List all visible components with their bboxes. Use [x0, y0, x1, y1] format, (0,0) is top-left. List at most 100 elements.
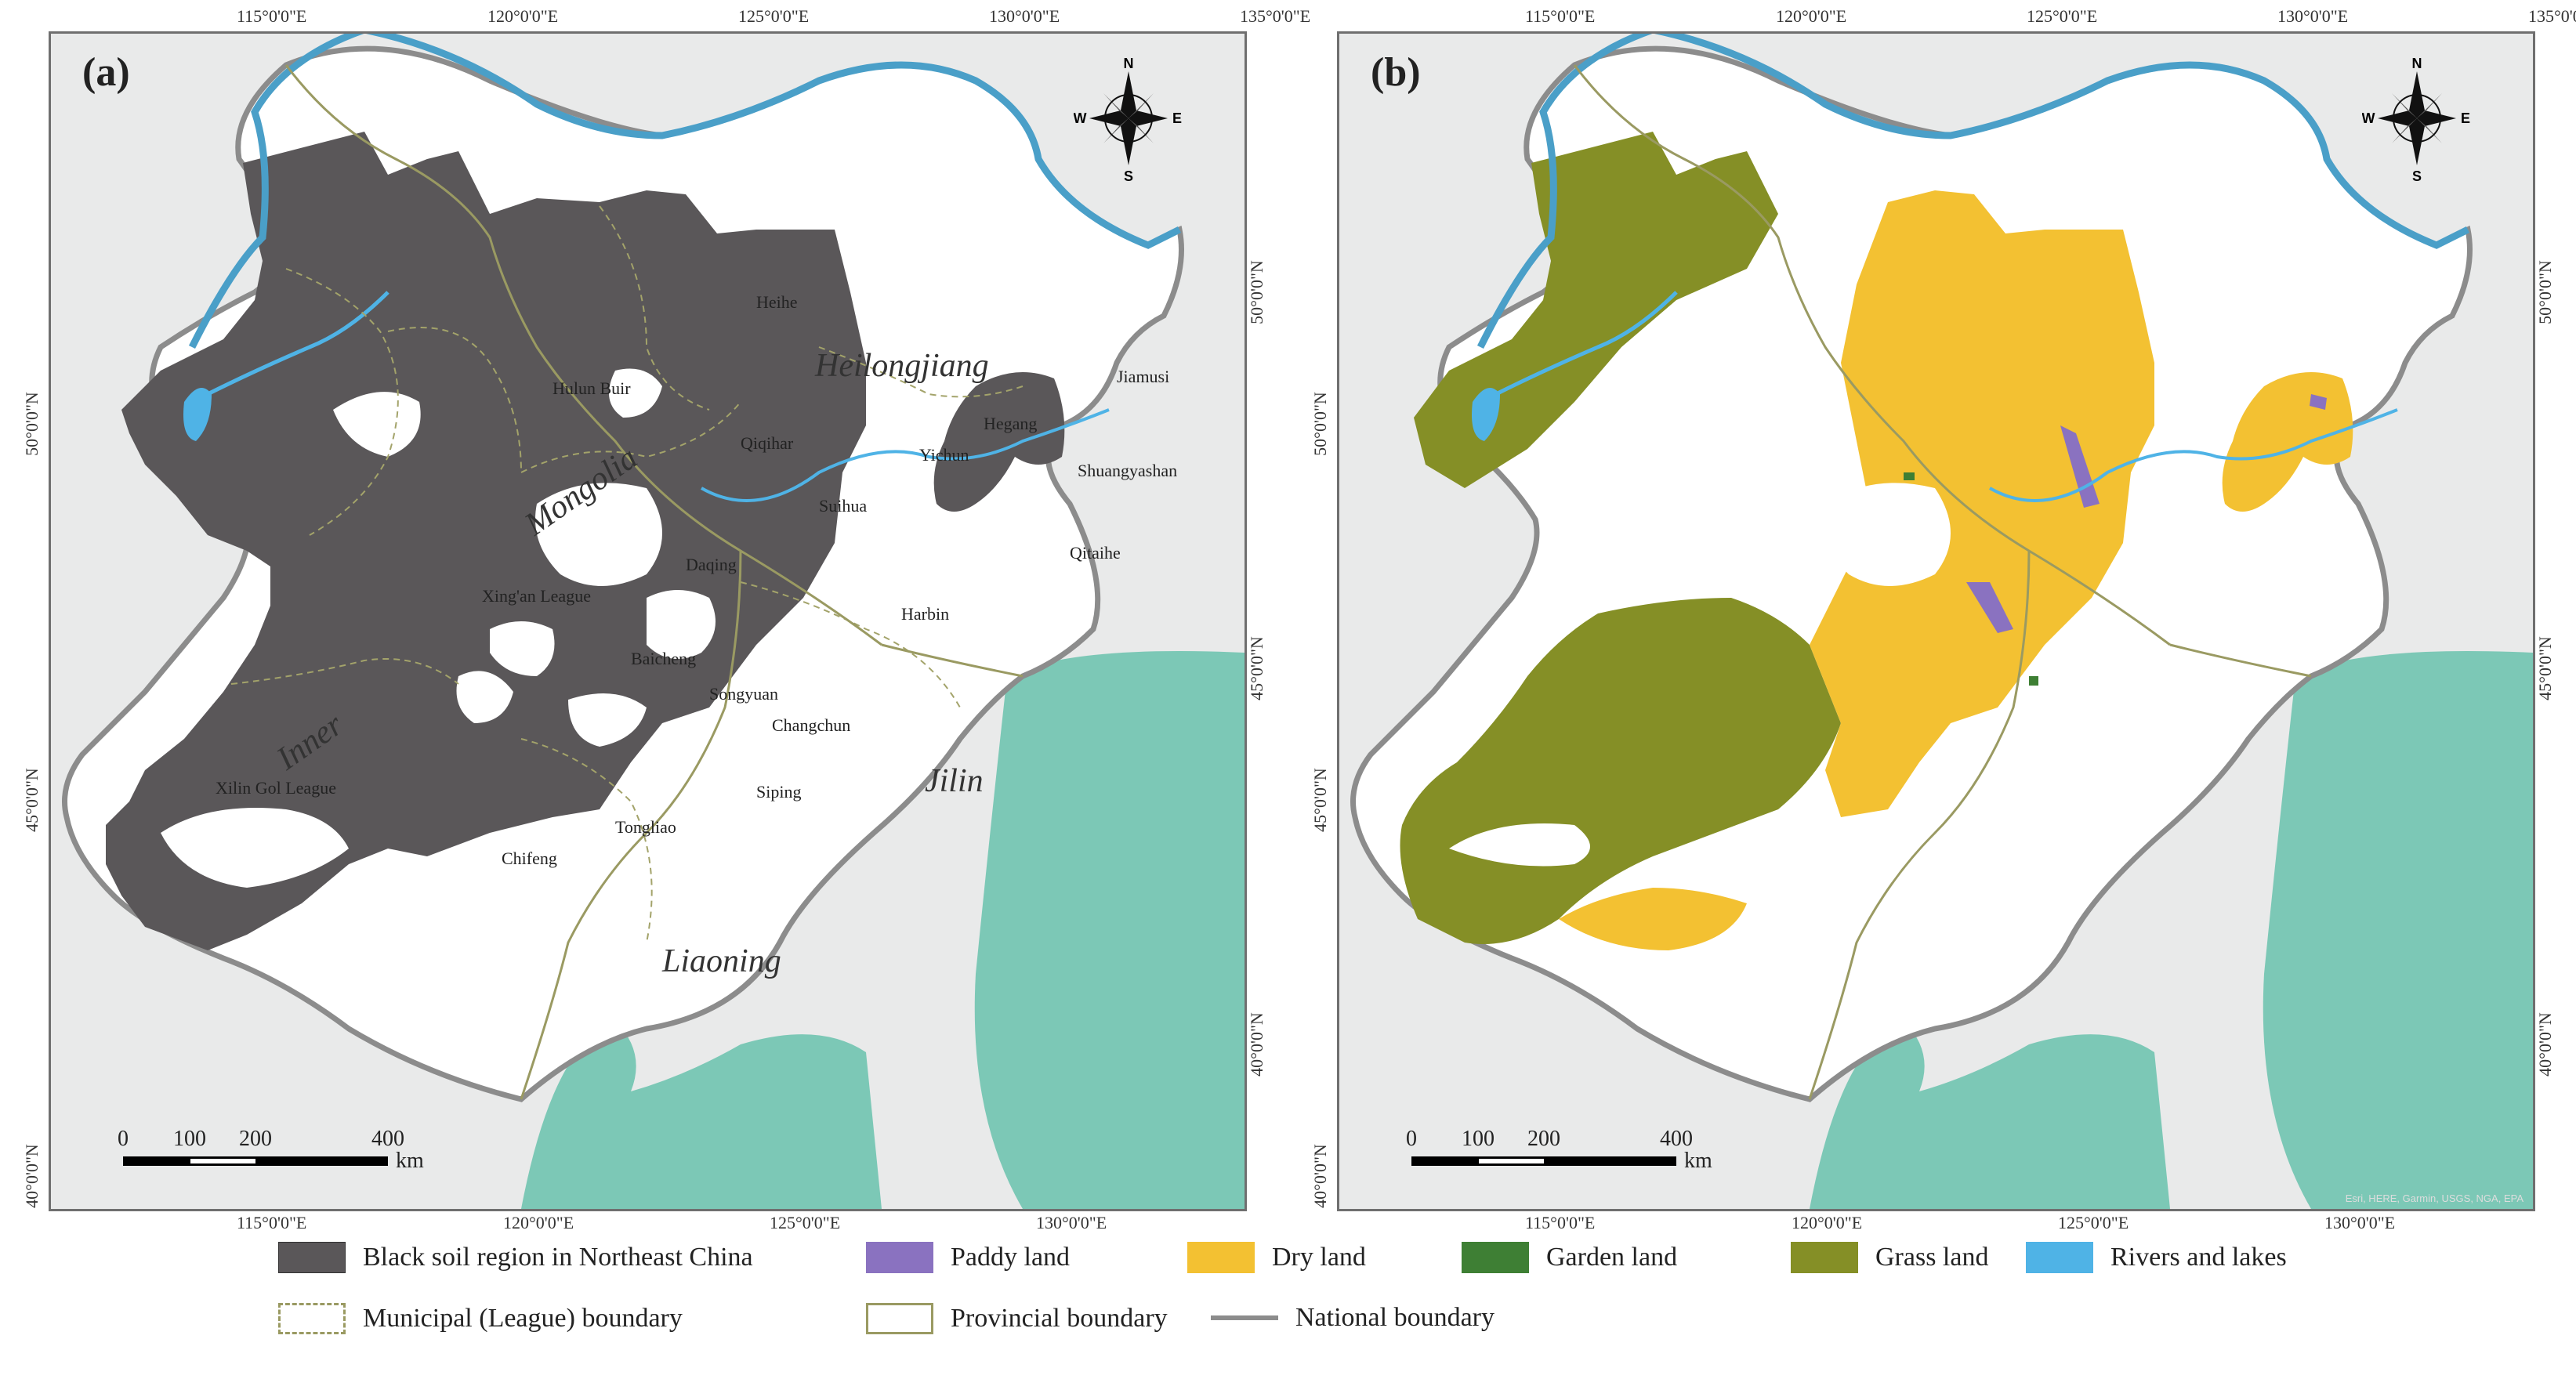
map-canvas-b: [1350, 34, 2533, 1209]
grass-land-north: [1414, 132, 1778, 488]
tick-top-0-1: 120°0'0"E: [487, 6, 559, 26]
basemap-attribution: Esri, HERE, Garmin, USGS, NGA, EPA: [2345, 1192, 2523, 1204]
legend-black-soil: Black soil region in Northeast China: [278, 1242, 753, 1273]
tick-right-1-1: 45°0'0"N: [2534, 636, 2555, 700]
tick-top-0-3: 130°0'0"E: [989, 6, 1060, 26]
legend-paddy: Paddy land: [866, 1242, 1070, 1273]
place-tongliao: Tongliao: [615, 817, 676, 837]
tick-top-1-1: 120°0'0"E: [1776, 6, 1847, 26]
scale-label-200: 200: [1527, 1127, 1560, 1151]
tick-bottom-1-3: 130°0'0"E: [2324, 1213, 2396, 1232]
sea-area: [2263, 651, 2533, 1209]
legend-label-black-soil: Black soil region in Northeast China: [363, 1243, 753, 1272]
scale-label-0: 0: [118, 1127, 129, 1151]
place-hulun-buir: Hulun Buir: [553, 378, 631, 398]
tick-left-1-1: 45°0'0"N: [1310, 768, 1330, 832]
border-river: [1476, 34, 2470, 349]
legend-grass: Grass land: [1791, 1242, 1988, 1273]
province-jilin: Jilin: [925, 763, 984, 799]
legend-municipal: Municipal (League) boundary: [278, 1303, 683, 1334]
scale-bar: 0 100 200 400 km: [118, 1127, 424, 1182]
legend-swatch-rivers: [2026, 1242, 2093, 1273]
scale-bar-graphic: [1411, 1156, 1676, 1166]
legend-label-garden: Garden land: [1546, 1243, 1678, 1272]
legend-label-national: National boundary: [1295, 1303, 1495, 1332]
legend-swatch-grass: [1791, 1242, 1858, 1273]
tick-left-1-2: 40°0'0"N: [1310, 1144, 1330, 1208]
tick-bottom-0-3: 130°0'0"E: [1036, 1213, 1107, 1232]
tick-top-0-2: 125°0'0"E: [738, 6, 810, 26]
songhua-river: [1989, 408, 2398, 502]
scale-unit: km: [1684, 1149, 1712, 1173]
tick-right-1-2: 40°0'0"N: [2534, 1012, 2555, 1077]
place-qiqihar: Qiqihar: [741, 433, 794, 453]
border-river: [188, 34, 1182, 349]
place-changchun: Changchun: [772, 715, 851, 735]
legend-provincial: Provincial boundary: [866, 1303, 1168, 1334]
garden-land-patches: [1904, 472, 2038, 686]
tick-right-0-1: 45°0'0"N: [1246, 636, 1266, 700]
compass-w: W: [2362, 110, 2375, 126]
tick-left-0-1: 45°0'0"N: [21, 768, 42, 832]
place-qitaihe: Qitaihe: [1070, 543, 1121, 563]
legend-label-paddy: Paddy land: [951, 1243, 1071, 1272]
legend-national: National boundary: [1211, 1303, 1495, 1333]
tick-bottom-0-2: 125°0'0"E: [770, 1213, 841, 1232]
tick-right-0-2: 40°0'0"N: [1246, 1012, 1266, 1077]
tick-top-1-0: 115°0'0"E: [1525, 6, 1596, 26]
tick-right-1-0: 50°0'0"N: [2534, 260, 2555, 324]
place-heihe: Heihe: [756, 292, 798, 312]
paddy-land-patches: [1966, 394, 2327, 633]
black-soil-gaps: [161, 368, 716, 888]
provincial-boundaries: [1573, 64, 2312, 1100]
songhua-river: [701, 408, 1110, 502]
province-liaoning: Liaoning: [662, 943, 781, 979]
north-arrow: N S W E: [2362, 56, 2472, 185]
bohai-sea: [1810, 1021, 2170, 1209]
tick-bottom-1-2: 125°0'0"E: [2058, 1213, 2129, 1232]
map-panel-a: (a) N S W E Heihe Hulun Buir Qiqihar Sui…: [49, 31, 1247, 1211]
tick-right-0-0: 50°0'0"N: [1246, 260, 1266, 324]
place-baicheng: Baicheng: [631, 649, 697, 668]
tick-bottom-0-0: 115°0'0"E: [237, 1213, 307, 1232]
scale-unit: km: [396, 1149, 424, 1173]
compass-e: E: [1172, 110, 1182, 126]
tick-bottom-1-0: 115°0'0"E: [1525, 1213, 1596, 1232]
map-canvas-a: [62, 34, 1245, 1209]
place-shuangyashan: Shuangyashan: [1078, 461, 1178, 480]
compass-s: S: [1124, 168, 1133, 184]
legend-swatch-dry: [1187, 1242, 1255, 1273]
map-panel-b: (b) N S W E 0 100 200 400 km Esri, HERE,…: [1337, 31, 2535, 1211]
black-soil-region-east: [933, 372, 1065, 512]
tick-top-1-2: 125°0'0"E: [2027, 6, 2098, 26]
place-siping: Siping: [756, 782, 802, 802]
legend: Black soil region in Northeast China Pad…: [0, 1242, 2576, 1383]
dry-land-south: [1559, 888, 1747, 950]
legend-swatch-municipal: [278, 1303, 346, 1334]
place-harbin: Harbin: [901, 604, 950, 624]
legend-swatch-paddy: [866, 1242, 933, 1273]
place-daqing: Daqing: [686, 555, 737, 574]
legend-label-municipal: Municipal (League) boundary: [363, 1304, 683, 1333]
legend-garden: Garden land: [1462, 1242, 1677, 1273]
place-chifeng: Chifeng: [502, 849, 557, 868]
place-xingan-league: Xing'an League: [482, 586, 591, 606]
compass-s: S: [2412, 168, 2422, 184]
black-soil-region: [106, 132, 866, 950]
place-suihua: Suihua: [819, 496, 868, 516]
north-arrow: N S W E: [1074, 56, 1183, 185]
legend-rivers: Rivers and lakes: [2026, 1242, 2287, 1273]
legend-swatch-garden: [1462, 1242, 1529, 1273]
dry-land-central: [1810, 190, 2154, 817]
bohai-sea: [521, 1021, 882, 1209]
legend-label-dry: Dry land: [1272, 1243, 1366, 1272]
compass-n: N: [1124, 56, 1134, 71]
legend-label-grass: Grass land: [1875, 1243, 1989, 1272]
provincial-boundaries: [284, 64, 1024, 1100]
tick-top-1-4: 135°0'0"E: [2528, 6, 2576, 26]
scale-label-0: 0: [1406, 1127, 1417, 1151]
scale-label-100: 100: [1462, 1127, 1495, 1151]
scale-bar: 0 100 200 400 km: [1406, 1127, 1712, 1182]
place-songyuan: Songyuan: [709, 684, 778, 704]
legend-swatch-black-soil: [278, 1242, 346, 1273]
